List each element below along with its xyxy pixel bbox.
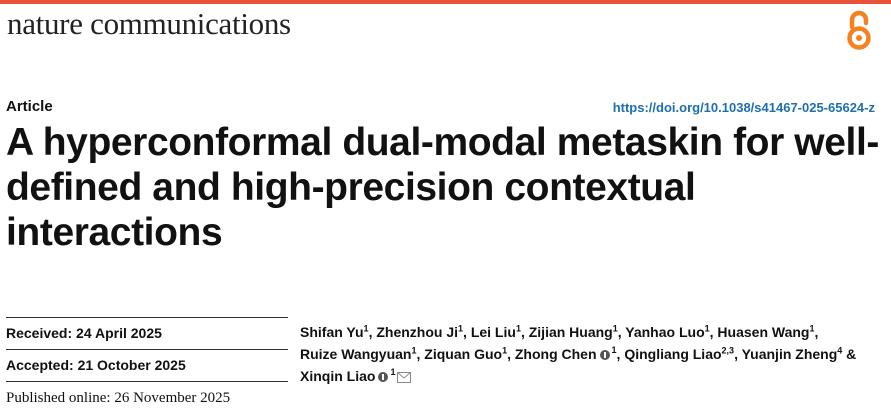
affiliation-marker: 1	[611, 345, 617, 356]
affiliation-marker: 1	[458, 323, 464, 334]
published-date: Published online: 26 November 2025	[6, 390, 231, 406]
author-name[interactable]: Zhenzhou Ji1,	[376, 323, 467, 340]
author-name[interactable]: Zijian Huang1,	[528, 323, 622, 340]
affiliation-marker: 1	[704, 323, 710, 334]
accepted-date: Accepted: 21 October 2025	[6, 357, 186, 373]
orcid-icon[interactable]	[599, 350, 610, 360]
article-title: A hyperconformal dual-modal metaskin for…	[6, 121, 879, 254]
email-icon[interactable]	[397, 372, 412, 383]
received-date: Received: 24 April 2025	[6, 325, 162, 341]
author-name[interactable]: Lei Liu1,	[470, 323, 525, 340]
author-name[interactable]: Zhong Chen 1,	[514, 345, 621, 362]
affiliation-marker: 1	[809, 323, 815, 334]
journal-name[interactable]: nature communications	[7, 6, 291, 41]
open-access-icon	[847, 10, 871, 50]
affiliation-marker: 2,3	[721, 345, 735, 356]
author-name[interactable]: Ziquan Guo1,	[424, 345, 511, 362]
article-type: Article	[6, 98, 53, 115]
author-name[interactable]: Huasen Wang1,	[717, 323, 819, 340]
author-name[interactable]: Ruize Wangyuan1,	[300, 345, 421, 362]
doi-link[interactable]: https://doi.org/10.1038/s41467-025-65624…	[612, 100, 875, 115]
author-name[interactable]: Xinqin Liao 1	[300, 367, 412, 384]
affiliation-marker: 1	[363, 323, 369, 334]
author-name[interactable]: Shifan Yu1,	[300, 323, 373, 340]
divider	[6, 381, 288, 382]
affiliation-marker: 1	[612, 323, 618, 334]
author-name[interactable]: Yuanjin Zheng4 &	[741, 345, 857, 362]
author-list: Shifan Yu1, Zhenzhou Ji1, Lei Liu1, Ziji…	[300, 321, 880, 387]
affiliation-marker: 1	[515, 323, 521, 334]
affiliation-marker: 1	[502, 345, 508, 356]
top-accent-bar	[0, 0, 891, 4]
orcid-icon[interactable]	[378, 372, 389, 382]
affiliation-marker: 1	[390, 367, 396, 378]
author-name[interactable]: Qingliang Liao2,3,	[624, 345, 738, 362]
author-name[interactable]: Yanhao Luo1,	[625, 323, 714, 340]
divider	[6, 317, 288, 318]
affiliation-marker: 4	[837, 345, 843, 356]
divider	[6, 349, 288, 350]
affiliation-marker: 1	[411, 345, 417, 356]
